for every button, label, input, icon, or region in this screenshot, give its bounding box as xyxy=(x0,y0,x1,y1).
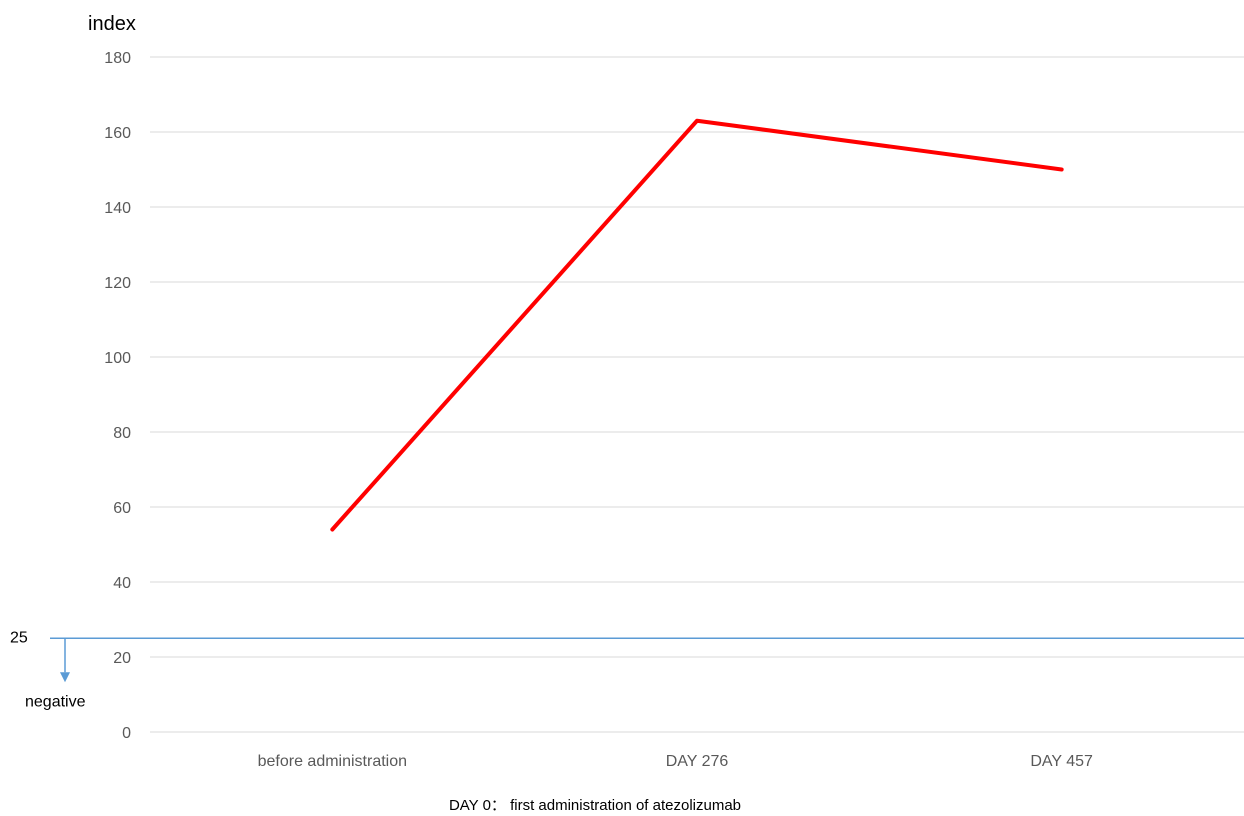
down-arrow-icon xyxy=(60,672,70,683)
y-tick-label: 20 xyxy=(113,650,131,667)
gridlines xyxy=(150,56,1244,733)
y-tick-label: 40 xyxy=(113,575,131,592)
y-tick-label: 60 xyxy=(113,500,131,517)
threshold-negative-label: negative xyxy=(25,693,86,710)
y-tick-label: 120 xyxy=(104,275,131,292)
y-tick-label: 100 xyxy=(104,350,131,367)
x-category-label: DAY 276 xyxy=(666,753,729,770)
threshold-group: 25 negative xyxy=(10,629,1244,710)
x-axis-category-labels: before administration DAY 276 DAY 457 xyxy=(258,753,1093,770)
chart-footnote: DAY 0： first administration of atezolizu… xyxy=(449,797,741,814)
y-axis-tick-labels: 0 20 40 60 80 100 120 140 160 180 xyxy=(104,50,131,742)
y-tick-label: 140 xyxy=(104,200,131,217)
y-tick-label: 160 xyxy=(104,125,131,142)
y-tick-label: 80 xyxy=(113,425,131,442)
x-category-label: DAY 457 xyxy=(1030,753,1093,770)
y-axis-title: index xyxy=(88,13,136,35)
threshold-value-label: 25 xyxy=(10,629,28,646)
x-category-label: before administration xyxy=(258,753,407,770)
series-group xyxy=(330,118,1064,532)
y-tick-label: 180 xyxy=(104,50,131,67)
y-tick-label: 0 xyxy=(122,725,131,742)
series-line xyxy=(330,118,1064,532)
